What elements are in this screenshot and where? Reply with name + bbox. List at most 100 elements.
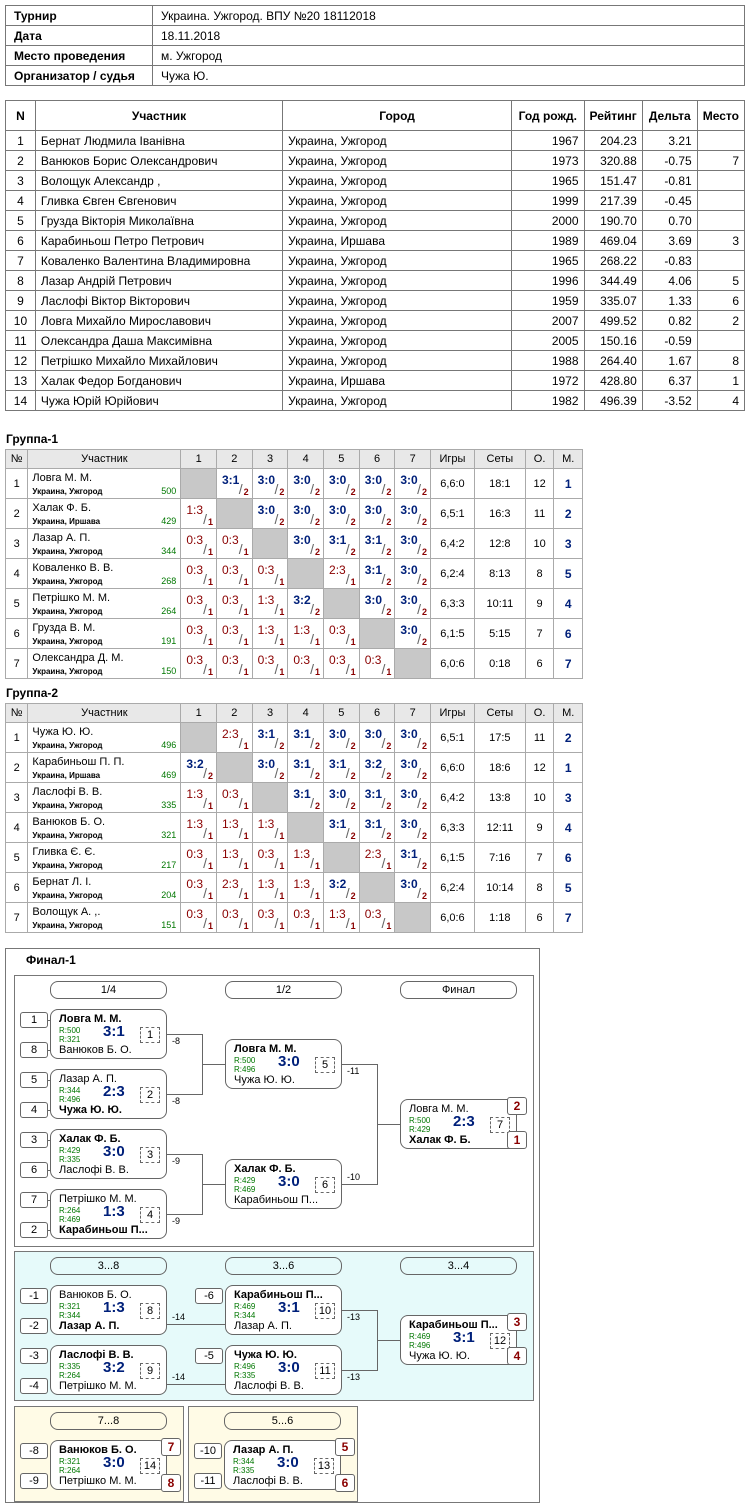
place-box: 6: [335, 1474, 355, 1492]
table-cell: 3: [5, 170, 36, 191]
self-cell: [251, 528, 289, 559]
divider-slash: /: [310, 481, 315, 497]
match-score: 0:3: [186, 623, 204, 637]
match-score: 0:3: [222, 533, 239, 547]
match-score: 3:0: [400, 623, 418, 637]
match-score: 3:0: [364, 473, 383, 487]
divider-slash: /: [274, 631, 279, 647]
points-cell: 7: [524, 842, 555, 873]
match-points: 1: [207, 517, 213, 527]
match-box: Карабиньош П... R:469 R:344 3:1 10 Лазар А. П…: [225, 1285, 342, 1335]
table-cell: 4.06: [641, 270, 698, 291]
player-name: Ласлофі В. В.: [32, 786, 103, 798]
player-a: Ласлофі В. В.: [59, 1349, 134, 1361]
match-points: 1: [279, 577, 285, 587]
rating-a: R:321: [59, 1302, 81, 1311]
rating-b: R:264: [59, 1466, 81, 1475]
table-cell: 151.47: [583, 170, 643, 191]
bracket-line: [48, 1050, 51, 1051]
row-number: 7: [4, 902, 29, 933]
table-row: 13 Халак Федор Богданович Украина, Иршава 1…: [5, 370, 746, 391]
match-points: 2: [422, 831, 428, 841]
divider-slash: /: [203, 795, 207, 811]
divider-slash: /: [310, 765, 315, 781]
divider-slash: /: [345, 735, 350, 751]
player-city: Украина, Ужгород: [32, 831, 103, 840]
divider-slash: /: [417, 825, 422, 841]
seed-box: 2: [20, 1222, 48, 1238]
self-cell: [323, 842, 360, 873]
match-score: 1:3: [257, 877, 275, 891]
rating-a: R:321: [59, 1457, 81, 1466]
score-cell: 3:1/2: [394, 842, 432, 873]
player-name: Коваленко В. В.: [32, 562, 114, 574]
table-row: 3 Ласлофі В. В. Украина, Ужгород 335 1:3/1 0:…: [4, 782, 583, 813]
player-city: Украина, Ужгород: [32, 801, 103, 810]
table-cell: Украина, Ужгород: [282, 210, 513, 231]
divider-slash: /: [203, 825, 207, 841]
match-score: 3:0: [293, 503, 311, 517]
match-points: 2: [315, 801, 321, 811]
score-cell: 3:2/2: [287, 588, 325, 619]
match-number: 2: [140, 1087, 160, 1103]
divider-slash: /: [310, 631, 315, 647]
info-value: Украина. Ужгород. ВПУ №20 18112018: [152, 5, 745, 26]
match-score: 3:1: [293, 727, 311, 741]
points-cell: 10: [524, 528, 555, 559]
match-score: 3:0: [257, 503, 276, 517]
score-cell: 3:0/2: [323, 782, 360, 813]
score-cell: 3:1/2: [216, 468, 253, 499]
match-points: 2: [422, 637, 428, 647]
match-result: 2:3: [103, 1083, 125, 1100]
match-score: 3:0: [329, 503, 347, 517]
match-score: 3:1: [364, 817, 383, 831]
column-header: 1: [180, 449, 217, 469]
table-cell: Карабиньош Петро Петрович: [34, 230, 284, 251]
match-points: 1: [243, 801, 249, 811]
player-name: Петрішко М. М.: [32, 592, 111, 604]
points-cell: 7: [524, 618, 555, 649]
match-points: 1: [350, 577, 356, 587]
match-points: 2: [350, 771, 356, 781]
loser-label: -10: [347, 1172, 361, 1182]
player-b: Ласлофі В. В.: [234, 1380, 304, 1392]
match-score: 3:1: [293, 787, 311, 801]
table-cell: -0.45: [641, 190, 698, 211]
match-points: 1: [315, 637, 321, 647]
match-points: 2: [315, 741, 321, 751]
match-points: 1: [315, 921, 321, 931]
table-cell: Украина, Ужгород: [282, 150, 513, 171]
table-cell: Гливка Євген Євгенович: [34, 190, 284, 211]
score-cell: 0:3/1: [216, 782, 253, 813]
round-label: 1/4: [50, 981, 167, 999]
score-cell: 3:0/2: [394, 528, 432, 559]
score-cell: 0:3/1: [180, 528, 217, 559]
player-cell: Халак Ф. Б. Украина, Иршава 429: [27, 498, 182, 529]
match-score: 0:3: [222, 593, 239, 607]
player-cell: Ласлофі В. В. Украина, Ужгород 335: [27, 782, 182, 813]
table-row: 5 Грузда Вікторія Миколаївна Украина, Ужго…: [5, 210, 746, 231]
player-city: Украина, Иршава: [32, 517, 101, 526]
divider-slash: /: [310, 511, 315, 527]
match-score: 3:1: [364, 533, 383, 547]
place-cell: 1: [553, 468, 583, 499]
games-cell: 6,5:1: [430, 498, 475, 529]
bracket-line: [342, 1064, 377, 1065]
sets-cell: 10:14: [473, 872, 526, 903]
bracket-line: [167, 1154, 202, 1155]
column-header: 3: [251, 449, 289, 469]
place-cell: 7: [553, 902, 583, 933]
seed-box: -10: [194, 1443, 222, 1459]
column-header: М.: [553, 703, 583, 723]
match-score: 0:3: [329, 653, 346, 667]
match-result: 3:0: [278, 1173, 300, 1190]
player-rating: 191: [161, 636, 177, 646]
table-row: 7 Волощук А. ,. Украина, Ужгород 151 0:3/1 0:…: [4, 902, 583, 933]
table-cell: [696, 170, 746, 191]
table-row: 6 Бернат Л. І. Украина, Ужгород 204 0:3/1 2:3…: [4, 872, 583, 903]
match-score: 3:1: [364, 563, 383, 577]
table-cell: Украина, Ужгород: [282, 170, 513, 191]
player-cell: Олександра Д. М. Украина, Ужгород 150: [27, 648, 182, 679]
table-cell: [696, 250, 746, 271]
column-header: 6: [358, 703, 396, 723]
